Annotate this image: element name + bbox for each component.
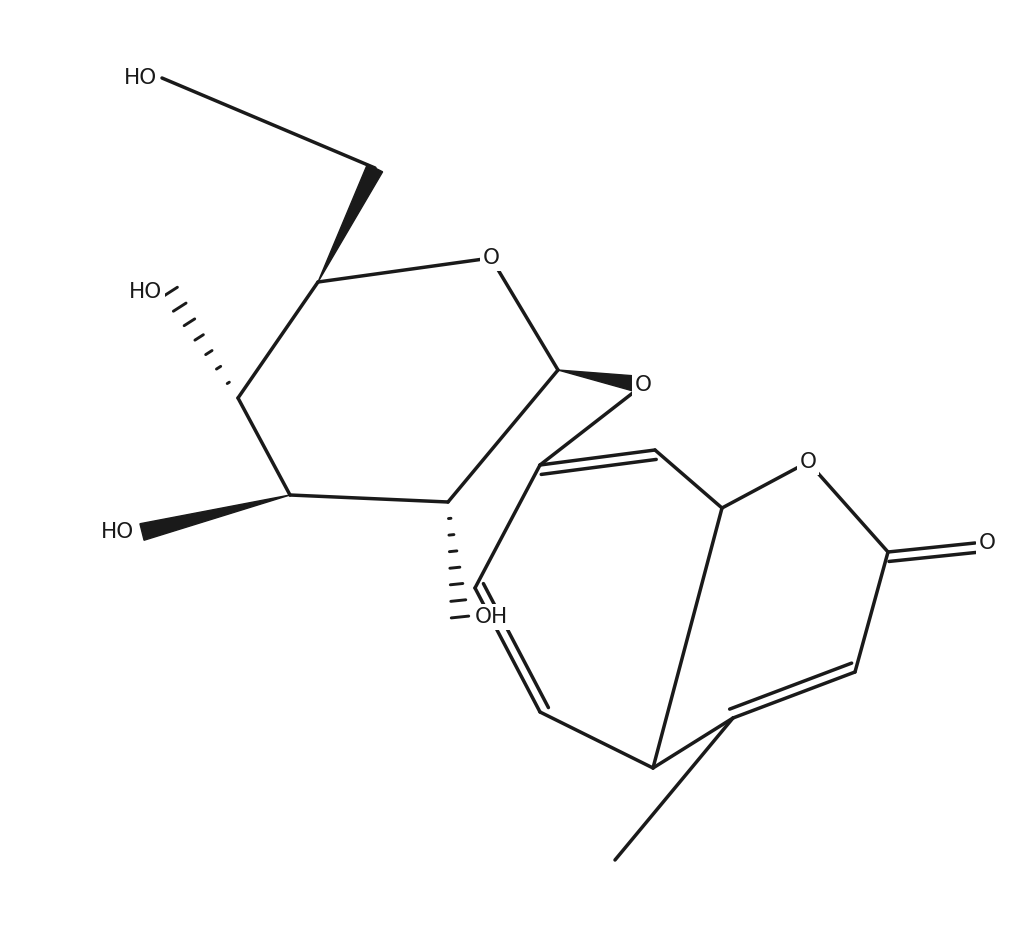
Text: HO: HO <box>124 68 157 88</box>
Text: O: O <box>978 533 996 553</box>
Polygon shape <box>558 370 645 393</box>
Text: HO: HO <box>129 282 162 302</box>
Text: O: O <box>799 452 817 472</box>
Text: OH: OH <box>475 607 508 627</box>
Text: O: O <box>634 375 652 395</box>
Polygon shape <box>318 164 382 282</box>
Text: HO: HO <box>101 522 134 542</box>
Text: O: O <box>482 248 500 268</box>
Polygon shape <box>140 495 290 540</box>
